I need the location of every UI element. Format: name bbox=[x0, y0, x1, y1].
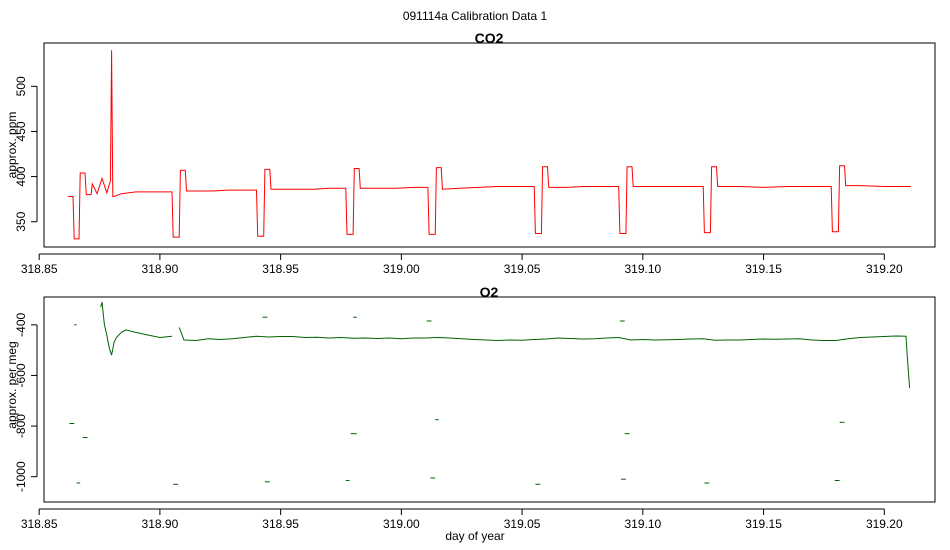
o2-x-axis-label: day of year bbox=[445, 529, 504, 543]
co2-series-line bbox=[68, 50, 911, 240]
o2-series bbox=[69, 301, 911, 485]
o2-y-tick-label: -400 bbox=[14, 313, 28, 337]
o2-x-tick-label: 319.05 bbox=[504, 517, 541, 531]
co2-x-tick-label: 318.95 bbox=[262, 262, 299, 276]
co2-y-tick-label: 500 bbox=[14, 76, 28, 96]
co2-y-tick-label: 450 bbox=[14, 121, 28, 141]
co2-x-tick-label: 319.15 bbox=[745, 262, 782, 276]
co2-x-axis: 318.85 318.90 318.95 319.00 319.05 319.10 319.… bbox=[21, 253, 903, 276]
co2-x-tick-label: 319.10 bbox=[624, 262, 661, 276]
o2-x-tick-label: 318.85 bbox=[21, 517, 58, 531]
co2-y-axis: 350 400 450 500 bbox=[14, 76, 38, 232]
o2-panel: O2 318.85 318.90 318.95 319.00 319.05 319.10 3… bbox=[5, 284, 936, 543]
figure-title: 091114a Calibration Data 1 bbox=[403, 9, 548, 23]
co2-chart-title: CO2 bbox=[475, 30, 504, 46]
o2-x-axis: 318.85 318.90 318.95 319.00 319.05 319.10 319.… bbox=[21, 508, 903, 531]
o2-x-tick-label: 319.10 bbox=[624, 517, 661, 531]
o2-plot-frame bbox=[43, 296, 936, 503]
o2-series-line bbox=[100, 301, 173, 356]
co2-x-tick-label: 319.20 bbox=[866, 262, 903, 276]
o2-x-tick-label: 318.90 bbox=[142, 517, 179, 531]
o2-y-tick-label: -1000 bbox=[14, 461, 28, 492]
o2-x-tick-label: 318.95 bbox=[262, 517, 299, 531]
co2-x-tick-label: 318.85 bbox=[21, 262, 58, 276]
co2-y-tick-label: 350 bbox=[14, 211, 28, 231]
o2-x-tick-label: 319.00 bbox=[383, 517, 420, 531]
o2-x-tick-label: 319.20 bbox=[866, 517, 903, 531]
co2-x-tick-label: 319.05 bbox=[504, 262, 541, 276]
co2-x-tick-label: 319.00 bbox=[383, 262, 420, 276]
o2-y-axis-label: approx. per meg bbox=[5, 341, 19, 428]
co2-plot-frame bbox=[43, 42, 936, 248]
co2-panel: CO2 318.85 318.90 318.95 319.00 319.05 319.10… bbox=[5, 30, 936, 276]
o2-y-tick-label: -600 bbox=[14, 363, 28, 387]
o2-x-tick-label: 319.15 bbox=[745, 517, 782, 531]
o2-y-tick-label: -800 bbox=[14, 414, 28, 438]
co2-y-axis-label: approx. ppm bbox=[5, 112, 19, 179]
co2-y-tick-label: 400 bbox=[14, 166, 28, 186]
o2-y-axis: -400 -600 -800 -1000 bbox=[14, 313, 38, 492]
co2-x-tick-label: 318.90 bbox=[142, 262, 179, 276]
o2-chart-title: O2 bbox=[480, 284, 499, 300]
o2-series-line bbox=[178, 327, 911, 389]
co2-series bbox=[68, 50, 911, 240]
